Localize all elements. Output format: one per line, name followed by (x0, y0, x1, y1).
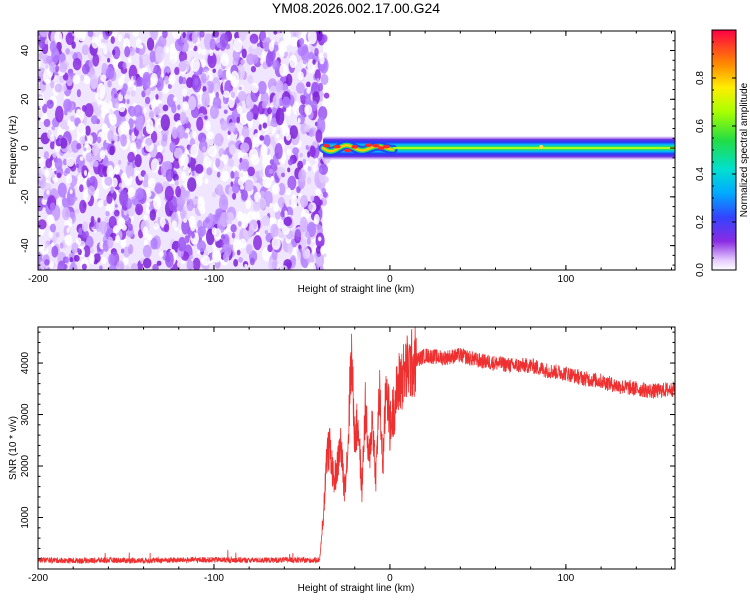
noise-region (38, 31, 332, 270)
snr-ytick-label: 2000 (20, 454, 31, 477)
snr-line-area (38, 327, 675, 565)
snr-series-line (38, 327, 675, 565)
colorbar-tick-label: 0.8 (695, 71, 706, 85)
spectrogram-ytick-label: 40 (20, 45, 31, 57)
spectrogram-ytick-label: -20 (20, 189, 31, 204)
colorbar-tick-label: 0.0 (695, 263, 706, 277)
snr-xtick-label: 0 (387, 573, 393, 584)
colorbar-tick-label: 0.6 (695, 119, 706, 133)
chart-title: YM08.2026.002.17.00.G24 (272, 0, 440, 16)
snr-ytick-label: 1000 (20, 506, 31, 529)
spectrogram-xtick-label: 0 (387, 274, 393, 285)
snr-xtick-label: 100 (558, 573, 575, 584)
spectrogram-frame (37, 30, 676, 271)
spectrogram-xtick-label: 100 (558, 274, 575, 285)
colorbar-tick-label: 0.4 (695, 167, 706, 181)
colorbar-gradient (711, 29, 737, 271)
snr-xtick-label: -100 (204, 573, 224, 584)
snr-ylabel: SNR (10 * v/v) (8, 416, 19, 480)
snr-ticks: -200 -100 0 100 1000 2000 3000 4000 (20, 327, 675, 584)
spectrogram-xtick-label: -100 (204, 274, 224, 285)
spectrogram-xlabel: Height of straight line (km) (298, 284, 415, 295)
snr-xlabel: Height of straight line (km) (298, 583, 415, 594)
spectrogram-ytick-label: -40 (20, 238, 31, 253)
signal-band (318, 136, 675, 160)
colorbar-label: Normalized spectral amplitude (739, 82, 750, 217)
spectrogram-ytick-label: 0 (20, 145, 31, 151)
spectrogram-ylabel: Frequency (Hz) (8, 116, 19, 185)
snr-ytick-label: 4000 (20, 351, 31, 374)
colorbar-ticks: 0.0 0.2 0.4 0.6 0.8 (695, 29, 736, 277)
snr-xtick-label: -200 (28, 573, 48, 584)
spectrogram-ytick-label: 20 (20, 93, 31, 105)
colorbar-tick-label: 0.2 (695, 215, 706, 229)
snr-ytick-label: 3000 (20, 403, 31, 426)
colorbar: 0.0 0.2 0.4 0.6 0.8 Normalized spectral ampl… (695, 29, 750, 277)
snr-frame (37, 326, 676, 570)
spectrogram-xtick-label: -200 (28, 274, 48, 285)
snr-panel: -200 -100 0 100 1000 2000 3000 4000 Height of s… (8, 326, 676, 594)
